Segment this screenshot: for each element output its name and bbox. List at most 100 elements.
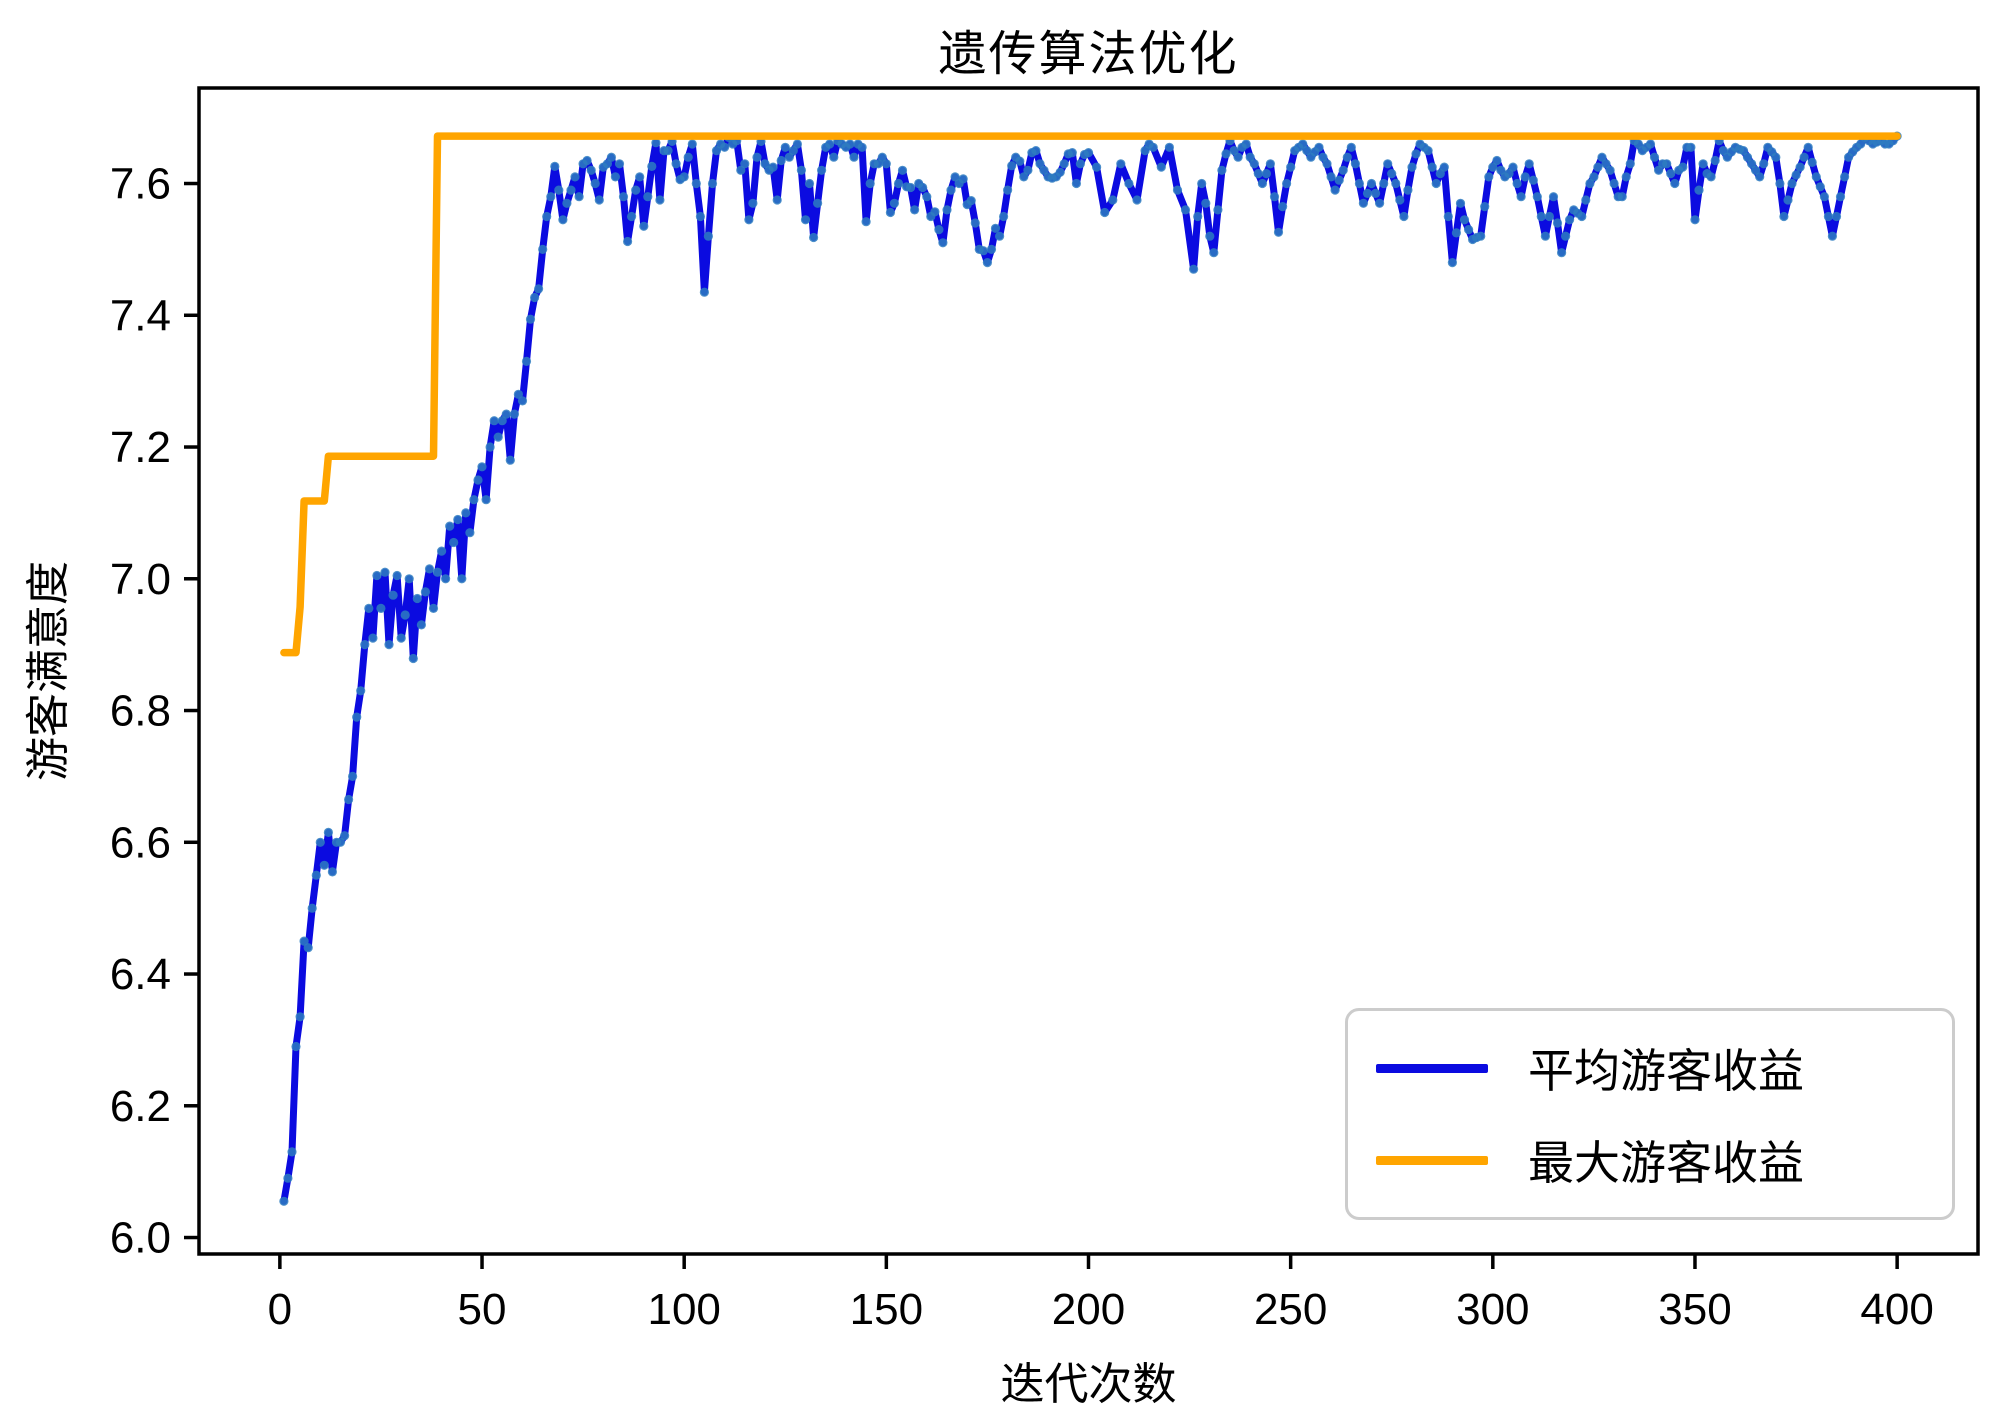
data-point-marker [505,455,515,465]
data-point-marker [796,165,807,175]
data-point-marker [1649,152,1660,162]
data-point-marker [372,570,382,581]
data-point-marker [303,943,313,953]
x-tick-label: 400 [1860,1285,1933,1334]
data-point-marker [1557,248,1567,258]
data-point-marker [1383,159,1393,169]
data-point-marker [1375,198,1385,208]
data-point-marker [360,640,370,650]
data-point-marker [1597,152,1607,162]
data-point-marker [291,1041,301,1052]
data-point-marker [1245,152,1255,162]
data-point-marker [1007,161,1017,171]
data-point-marker [1779,211,1789,222]
data-point-marker [1508,162,1518,172]
data-point-marker [473,475,483,485]
data-point-marker [323,827,333,838]
data-point-marker [813,198,823,208]
data-point-marker [1528,175,1538,185]
data-point-marker [1075,159,1085,169]
data-point-marker [1544,211,1554,222]
data-point-marker [1213,205,1223,215]
data-point-marker [1532,192,1542,202]
y-tick-label: 7.0 [110,555,171,604]
data-point-marker [1265,159,1275,169]
data-point-marker [1379,178,1389,189]
data-point-marker [610,172,621,182]
data-point-marker [1427,162,1437,172]
data-point-marker [618,192,629,202]
data-point-marker [990,223,1001,233]
data-point-marker [1241,139,1251,149]
x-tick-label: 50 [458,1285,507,1334]
data-point-marker [307,903,317,913]
data-point-marker [1015,156,1025,166]
data-point-marker [437,546,447,556]
data-point-marker [1282,178,1292,189]
data-point-marker [639,221,649,231]
data-point-marker [400,610,410,620]
data-point-marker [327,867,337,877]
data-point-marker [1447,258,1457,268]
data-point-marker [388,590,398,600]
data-point-marker [877,152,887,162]
legend-item-average: 平均游客收益 [1376,1035,1924,1101]
data-point-marker [995,231,1005,241]
data-point-marker [906,182,916,193]
data-point-marker [1366,178,1377,189]
data-point-marker [711,146,722,156]
data-point-marker [477,462,487,472]
data-point-marker [1039,165,1049,175]
data-point-marker [1524,159,1534,169]
data-point-marker [319,860,329,870]
data-point-marker [396,633,406,643]
data-point-marker [315,837,325,847]
data-point-marker [1633,139,1643,149]
data-point-marker [780,142,790,152]
data-point-marker [1617,192,1627,202]
legend-box: 平均游客收益 最大游客收益 [1345,1008,1955,1220]
y-tick-label: 6.8 [110,687,171,736]
data-point-marker [416,620,426,630]
data-point-marker [978,246,989,256]
data-point-marker [1488,162,1498,172]
data-point-marker [1023,165,1033,175]
data-point-marker [1476,231,1486,241]
x-tick-label: 200 [1052,1285,1125,1334]
data-point-marker [1455,198,1466,208]
data-point-marker [513,389,524,399]
data-point-marker [691,178,701,189]
y-tick-label: 7.2 [110,423,171,472]
data-point-marker [768,162,778,172]
data-point-marker [606,152,617,162]
data-point-marker [1180,205,1191,215]
data-point-marker [1197,178,1207,189]
data-point-marker [299,936,309,946]
data-point-marker [825,139,835,149]
x-tick-label: 0 [268,1285,292,1334]
data-point-marker [340,831,350,841]
data-point-marker [404,574,414,584]
data-point-marker [1189,264,1199,274]
data-point-marker [1439,162,1449,172]
data-point-marker [1815,182,1825,192]
data-point-marker [1738,146,1749,156]
data-point-marker [1322,159,1332,169]
data-point-marker [1803,142,1813,152]
x-tick-label: 300 [1456,1285,1529,1334]
y-tick-label: 6.0 [110,1214,171,1263]
data-point-marker [647,161,657,171]
data-point-marker [1694,185,1704,195]
data-point-marker [614,159,625,169]
data-point-marker [1856,139,1866,149]
data-point-marker [1164,142,1174,152]
data-point-marker [1326,172,1336,182]
data-point-marker [380,567,390,577]
data-point-marker [283,1173,293,1183]
data-point-marker [1609,178,1619,189]
data-point-marker [1257,178,1267,189]
data-point-marker [663,146,673,156]
data-point-marker [602,159,613,169]
data-point-marker [412,593,422,604]
data-point-marker [570,172,580,182]
